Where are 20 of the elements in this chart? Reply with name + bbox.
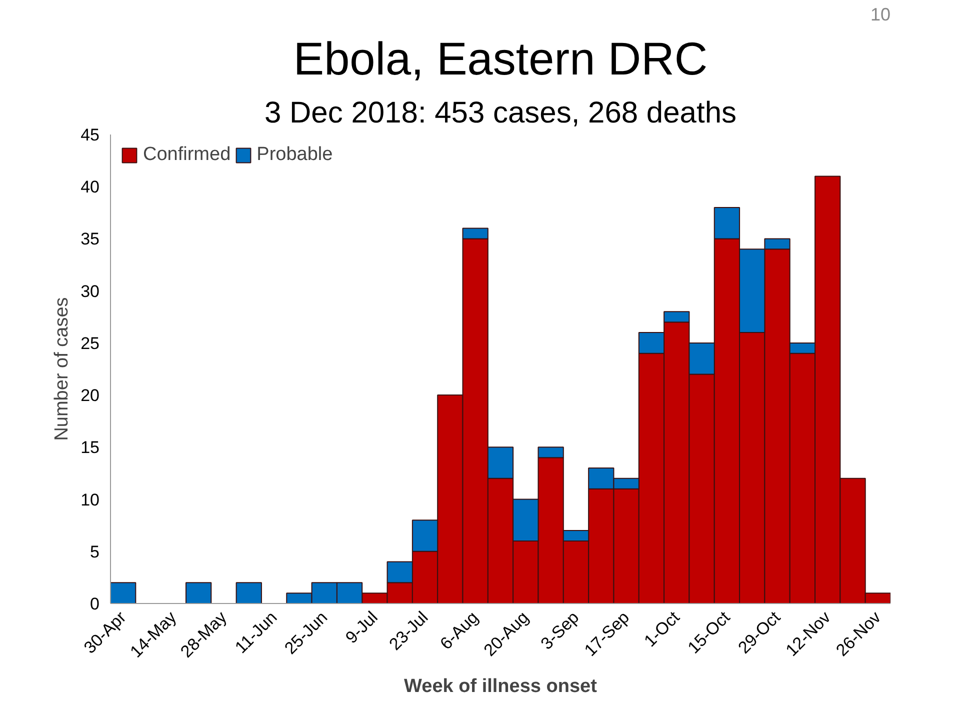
y-tick-label: 30 (80, 282, 100, 301)
x-axis-title: Week of illness onset (404, 676, 598, 698)
text: 10 (870, 4, 891, 24)
bar (185, 582, 212, 604)
bar (236, 582, 262, 604)
y-tick-label: 45 (80, 126, 100, 144)
y-tick-label: 40 (80, 178, 100, 197)
y-tick-label: 35 (80, 230, 100, 249)
y-axis-title: Number of cases (52, 297, 73, 441)
y-tick-label: 20 (80, 386, 100, 406)
y-tick-label: 5 (90, 542, 100, 562)
bar (110, 582, 136, 604)
chart-subtitle: 3 Dec 2018: 453 cases, 268 deaths (264, 96, 737, 130)
legend-label: Confirmed (143, 144, 231, 166)
y-tick-label: 10 (80, 490, 100, 510)
y-tick-label: 25 (80, 334, 100, 353)
chart-title: Ebola, Eastern DRC (293, 32, 708, 84)
y-tick-label: 0 (90, 594, 100, 614)
y-tick-label: 15 (80, 438, 100, 458)
legend-label: Probable (256, 144, 333, 166)
